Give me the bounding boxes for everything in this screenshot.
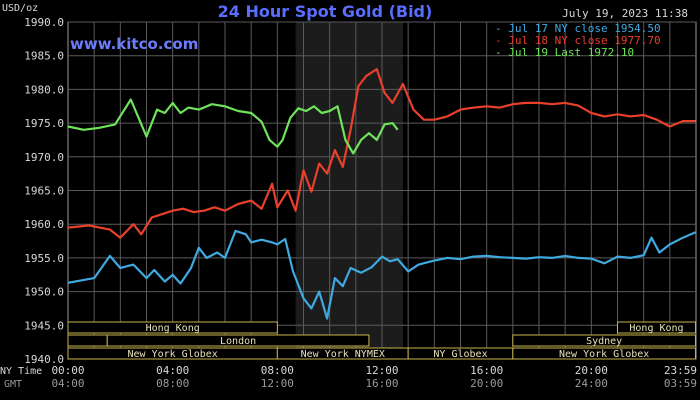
date-stamp: July 19, 2023 11:38 bbox=[562, 7, 688, 20]
session-box bbox=[617, 321, 696, 334]
y-tick-label: 1970.0 bbox=[24, 151, 64, 164]
y-tick-label: 1990.0 bbox=[24, 16, 64, 29]
series-line-jul18 bbox=[67, 68, 696, 239]
session-label: New York NYMEX bbox=[301, 349, 385, 360]
x-timezone-gmt: GMT bbox=[4, 379, 22, 390]
x-tick-label-ny: 04:00 bbox=[156, 364, 189, 377]
y-tick-label: 1940.0 bbox=[24, 353, 64, 366]
series-line-jul17 bbox=[67, 229, 696, 320]
y-tick-label: 1955.0 bbox=[24, 252, 64, 265]
x-tick-label-gmt: 04:00 bbox=[51, 377, 84, 390]
series-line-jul19 bbox=[67, 98, 399, 155]
x-tick-label-ny: 08:00 bbox=[261, 364, 294, 377]
session-label: Hong Kong bbox=[146, 323, 200, 334]
x-tick-label-ny: 16:00 bbox=[470, 364, 503, 377]
x-tick-label-ny: 12:00 bbox=[365, 364, 398, 377]
y-unit-label: USD/oz bbox=[2, 3, 38, 14]
x-tick-label-ny: 00:00 bbox=[51, 364, 84, 377]
y-tick-label: 1965.0 bbox=[24, 185, 64, 198]
chart-title: 24 Hour Spot Gold (Bid) bbox=[218, 2, 433, 21]
x-tick-label-gmt: 16:00 bbox=[365, 377, 398, 390]
x-tick-label-gmt: 03:59 bbox=[664, 377, 697, 390]
x-tick-label-gmt: 08:00 bbox=[156, 377, 189, 390]
x-tick-label-ny: 20:00 bbox=[575, 364, 608, 377]
y-tick-label: 1960.0 bbox=[24, 218, 64, 231]
session-label: London bbox=[220, 336, 256, 347]
session-box bbox=[512, 334, 696, 347]
session-label: NY Globex bbox=[433, 349, 487, 360]
session-label: New York Globex bbox=[128, 349, 218, 360]
legend-entry-jul19: - Jul 19 Last 1972.10 bbox=[495, 46, 634, 59]
x-tick-label-gmt: 24:00 bbox=[575, 377, 608, 390]
x-tick-label-gmt: 20:00 bbox=[470, 377, 503, 390]
y-tick-label: 1980.0 bbox=[24, 83, 64, 96]
legend-entry-jul18: - Jul 18 NY close 1977.70 bbox=[495, 34, 661, 47]
y-tick-label: 1985.0 bbox=[24, 50, 64, 63]
session-box bbox=[67, 321, 278, 334]
session-box bbox=[512, 347, 696, 360]
watermark-text: www.kitco.com bbox=[70, 35, 198, 53]
session-box bbox=[67, 334, 108, 347]
x-timezone-ny: NY Time bbox=[0, 366, 42, 377]
y-tick-label: 1945.0 bbox=[24, 319, 64, 332]
session-box bbox=[106, 334, 370, 347]
x-tick-label-gmt: 12:00 bbox=[261, 377, 294, 390]
x-tick-label-ny: 23:59 bbox=[664, 364, 697, 377]
session-label: Hong Kong bbox=[629, 323, 683, 334]
y-tick-label: 1975.0 bbox=[24, 117, 64, 130]
chart-legend: - Jul 17 NY close 1954.50- Jul 18 NY clo… bbox=[495, 22, 661, 59]
legend-entry-jul17: - Jul 17 NY close 1954.50 bbox=[495, 22, 661, 35]
session-label: New York Globex bbox=[559, 349, 649, 360]
y-tick-label: 1950.0 bbox=[24, 286, 64, 299]
session-label: Sydney bbox=[586, 336, 622, 347]
